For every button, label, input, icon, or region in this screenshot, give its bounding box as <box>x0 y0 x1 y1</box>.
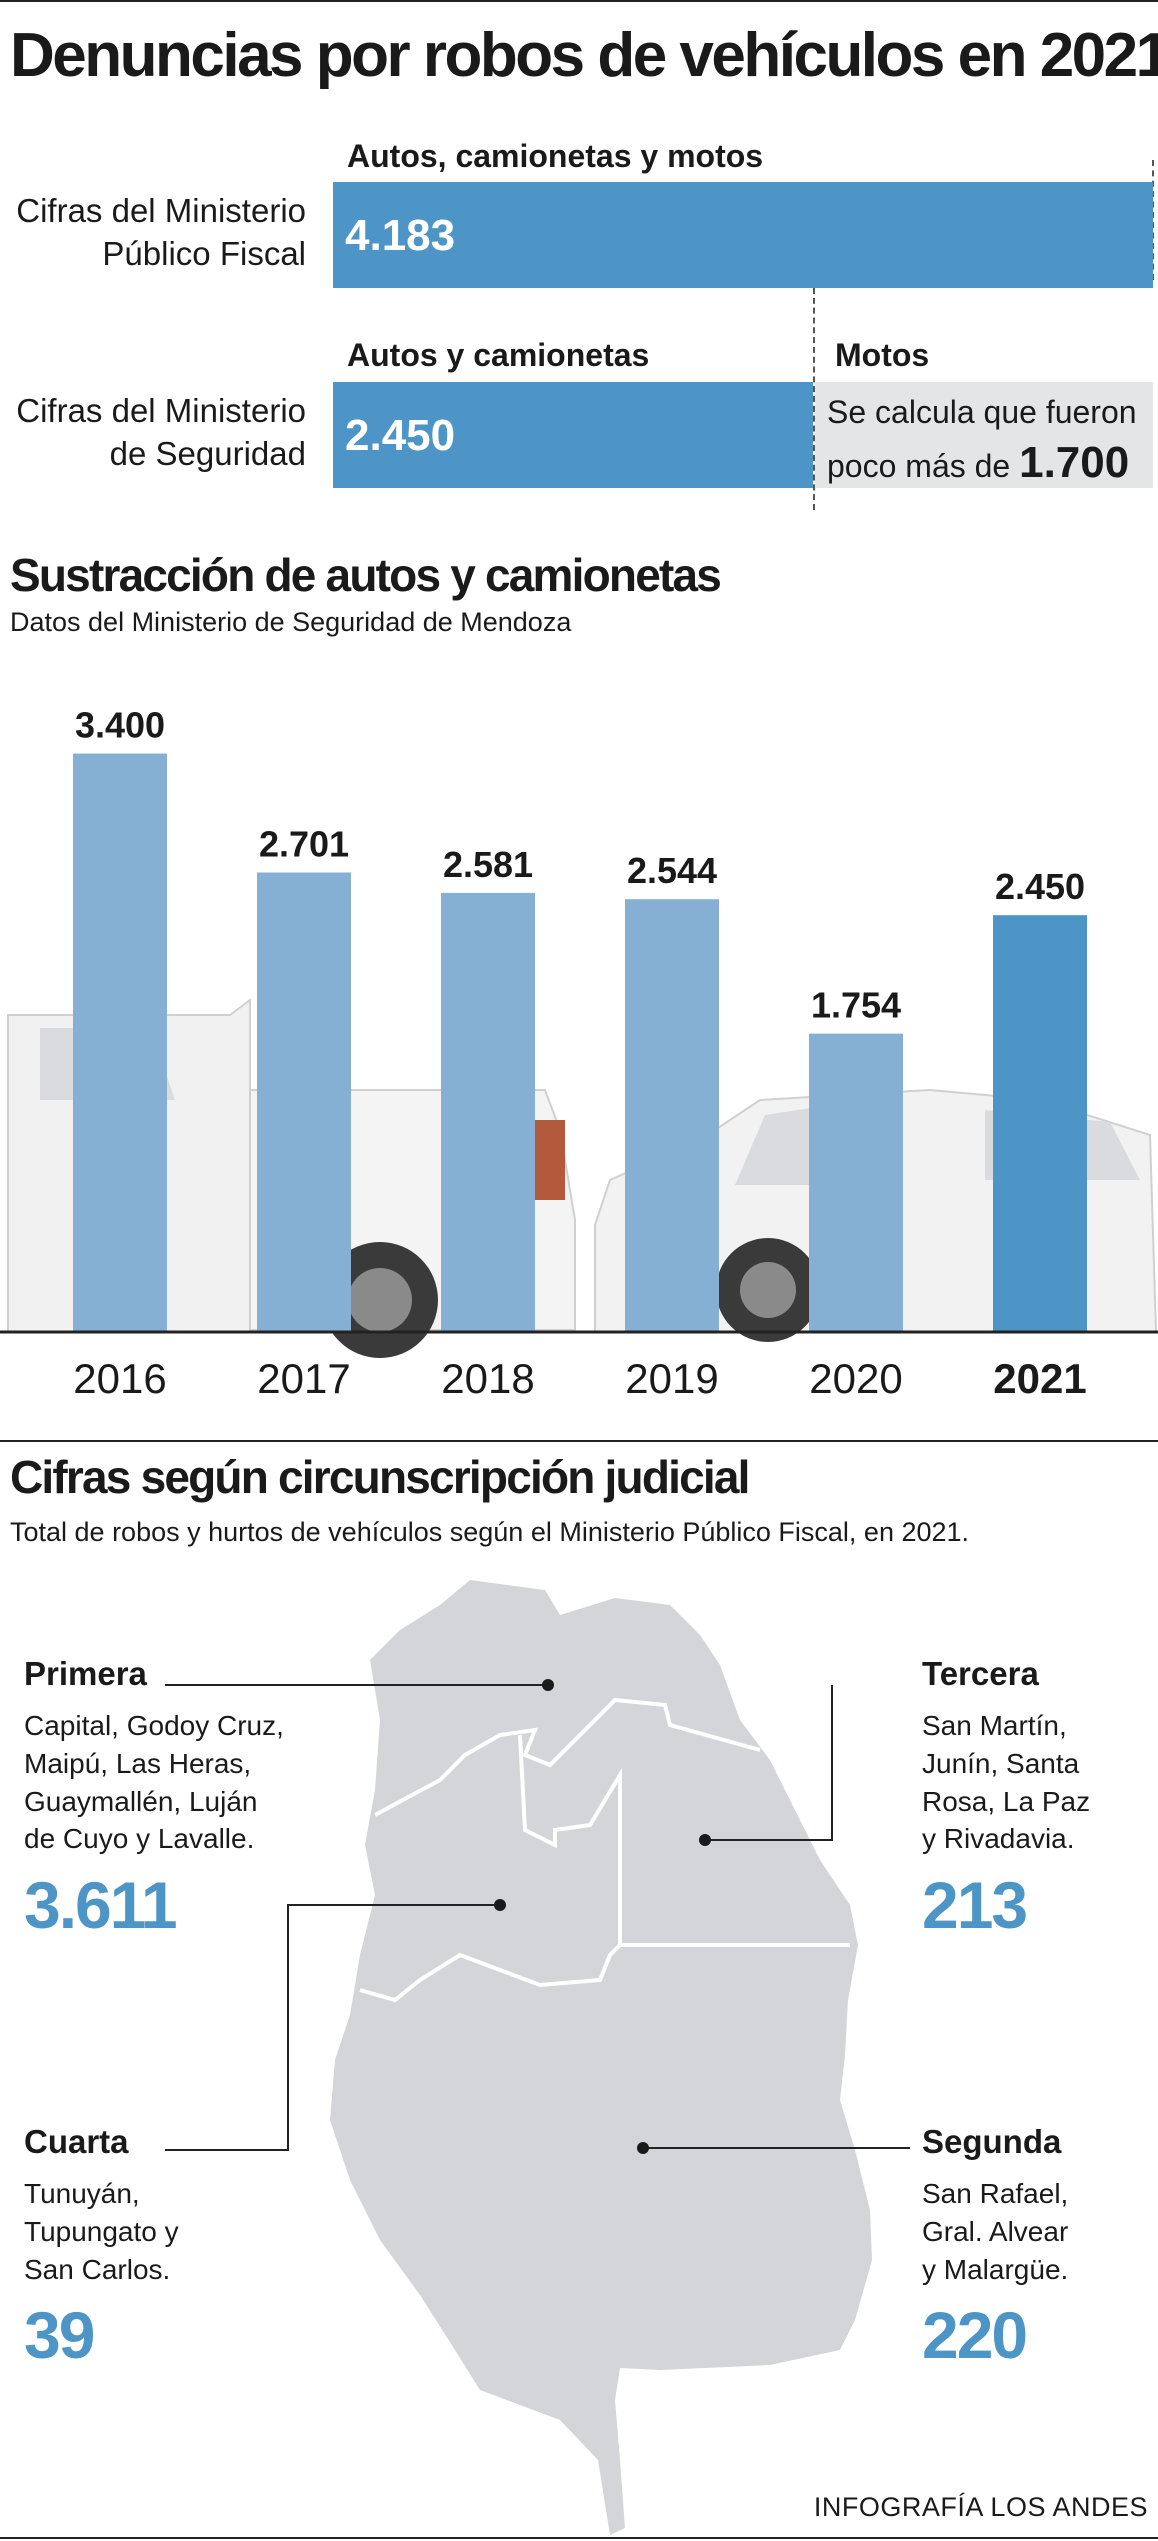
motos-value: 1.700 <box>1019 437 1130 487</box>
map-section-header: Cifras según circunscripción judicial To… <box>10 1452 969 1548</box>
region-name: Segunda <box>922 2123 1062 2160</box>
bar-value-label-2020: 1.754 <box>811 985 901 1026</box>
region-value: 3.611 <box>24 1868 178 1943</box>
top-rule <box>0 0 1158 2</box>
motos-title: Motos <box>835 337 930 373</box>
province-outline <box>330 1580 872 2535</box>
bottom-rule <box>0 2537 1158 2539</box>
map-title: Cifras según circunscripción judicial <box>10 1451 750 1503</box>
seguridad-autos-bar: 2.450 <box>333 382 813 488</box>
bars-layer: 3.400 2.701 2.581 2.544 1.754 2.450 <box>73 705 1087 1332</box>
region-value: 39 <box>24 2298 95 2373</box>
bar-2020 <box>809 1033 903 1332</box>
bar-2017 <box>257 872 351 1332</box>
region-name: Cuarta <box>24 2123 129 2160</box>
region-departments: Tunuyán, Tupungato y San Carlos. <box>24 2178 179 2285</box>
motos-estimate-box: Se calcula que fueron poco más de 1.700 <box>815 382 1153 488</box>
region-departments: San Rafael, Gral. Alvear y Malargüe. <box>922 2178 1069 2285</box>
x-tick-label-2020: 2020 <box>809 1355 902 1402</box>
mendoza-map <box>165 1580 910 2535</box>
bar-2018 <box>441 892 535 1332</box>
dashed-divider <box>1152 160 1154 280</box>
dashed-divider <box>813 288 815 510</box>
location-dots <box>494 1679 711 2154</box>
seguridad-category-label: Autos y camionetas <box>347 337 650 373</box>
region-cuarta: Cuarta Tunuyán, Tupungato y San Carlos. … <box>24 2123 179 2368</box>
mpf-row-label: Cifras del Ministerio Público Fiscal <box>16 192 306 272</box>
credit-footer: INFOGRAFÍA LOS ANDES <box>813 2492 1148 2522</box>
chart-subtitle: Datos del Ministerio de Seguridad de Men… <box>10 606 572 637</box>
region-value: 213 <box>922 1868 1028 1943</box>
region-name: Tercera <box>922 1655 1039 1692</box>
mpf-total-bar: 4.183 <box>333 182 1153 288</box>
region-departments: San Martín, Junín, Santa Rosa, La Paz y … <box>922 1710 1091 1855</box>
motos-line2: poco más de 1.700 <box>827 437 1130 487</box>
chart-section: Sustracción de autos y camionetas Datos … <box>10 549 722 638</box>
bar-value-label-2017: 2.701 <box>259 823 349 864</box>
x-tick-label-2018: 2018 <box>441 1355 534 1402</box>
region-tercera: Tercera San Martín, Junín, Santa Rosa, L… <box>922 1655 1090 1938</box>
section-rule <box>0 1440 1158 1442</box>
bar-2016 <box>73 753 167 1332</box>
chart-title: Sustracción de autos y camionetas <box>10 549 722 601</box>
x-tick-label-2017: 2017 <box>257 1355 350 1402</box>
seguridad-autos-value: 2.450 <box>345 411 456 460</box>
region-segunda: Segunda San Rafael, Gral. Alvear y Malar… <box>922 2123 1068 2368</box>
page-title: Denuncias por robos de vehículos en 2021 <box>10 21 1158 90</box>
region-departments: Capital, Godoy Cruz, Maipú, Las Heras, G… <box>24 1710 284 1855</box>
district-borders <box>359 1697 850 2003</box>
map-subtitle: Total de robos y hurtos de vehículos seg… <box>10 1516 970 1547</box>
mpf-category-label: Autos, camionetas y motos <box>347 138 764 174</box>
seguridad-row-label: Cifras del Ministerio de Seguridad <box>16 392 306 472</box>
motos-line1: Se calcula que fueron <box>827 394 1137 430</box>
x-tick-label-2016: 2016 <box>73 1355 166 1402</box>
bar-value-label-2018: 2.581 <box>443 844 533 885</box>
bar-2019 <box>625 899 719 1332</box>
region-value: 220 <box>922 2298 1028 2373</box>
bar-value-label-2019: 2.544 <box>627 850 717 891</box>
bar-value-label-2016: 3.400 <box>75 705 165 746</box>
bar-2021 <box>993 915 1087 1332</box>
x-tick-labels: 2016 2017 2018 2019 2020 2021 <box>73 1355 1086 1402</box>
region-primera: Primera Capital, Godoy Cruz, Maipú, Las … <box>24 1655 284 1938</box>
x-tick-label-2019: 2019 <box>625 1355 718 1402</box>
mpf-total-value: 4.183 <box>345 211 456 260</box>
region-name: Primera <box>24 1655 147 1692</box>
leader-lines <box>165 1684 910 2151</box>
bar-value-label-2021: 2.450 <box>995 866 1085 907</box>
x-tick-label-2021: 2021 <box>993 1355 1086 1402</box>
